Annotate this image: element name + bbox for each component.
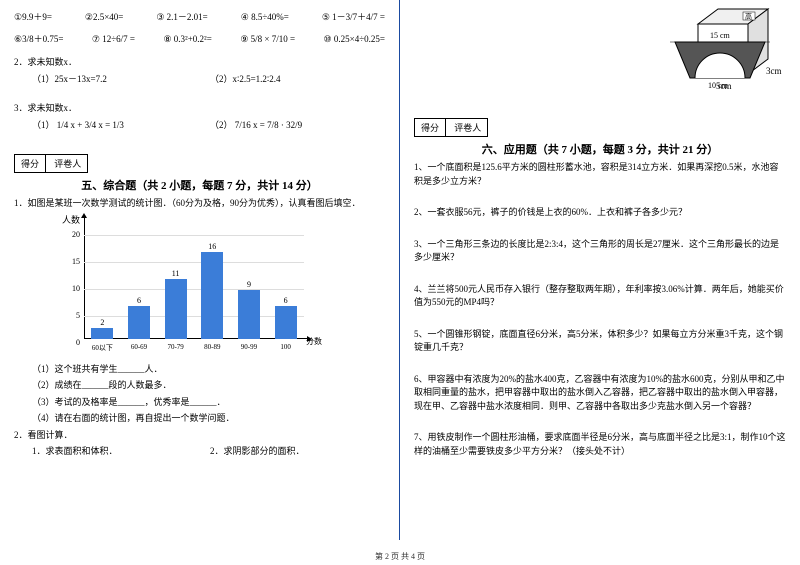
bar: 6 — [125, 296, 153, 338]
eq: ④ 8.5÷40%= — [241, 11, 289, 25]
y-tick: 20 — [64, 230, 80, 239]
p2b: 2．求阴影部分的面积． — [210, 445, 305, 459]
y-axis-label: 人数 — [62, 213, 80, 226]
question-2: 2．求未知数x． — [14, 56, 385, 70]
app-q4: 4、兰兰将500元人民币存入银行（整存整取两年期），年利率按3.06%计算．两年… — [414, 283, 786, 310]
eq: ⑧ 0.3²+0.2²= — [163, 33, 211, 47]
problem-1: 1．如图是某班一次数学测试的统计图．（60分为及格，90分为优秀），认真看图后填… — [14, 197, 385, 211]
app-q7: 7、用铁皮制作一个圆柱形油桶，要求底面半径是6分米，高与底面半径之比是3:1，制… — [414, 431, 786, 458]
bar-chart: 人数 分数 05101520 26111696 60以下60-6970-7980… — [54, 217, 314, 357]
problem-2: 2．看图计算． — [14, 429, 385, 443]
q2a: （1）25x－13x=7.2 — [32, 73, 192, 87]
section-6-title: 六、应用题（共 7 小题，每题 3 分，共计 21 分） — [414, 141, 786, 157]
x-label: 90-99 — [235, 343, 263, 353]
q2b: （2）x∶2.5=1.2∶2.4 — [210, 73, 281, 87]
q3b: （2） 7/16 x = 7/8 · 32/9 — [210, 119, 302, 133]
x-label: 100 — [272, 343, 300, 353]
svg-text:10 cm: 10 cm — [708, 81, 729, 90]
app-q2: 2、一套衣服56元，裤子的价钱是上衣的60%．上衣和裤子各多少元？ — [414, 206, 786, 220]
x-label: 70-79 — [162, 343, 190, 353]
eq: ⑤ 1－3/7＋4/7 = — [322, 11, 385, 25]
app-q6: 6、甲容器中有浓度为20%的盐水400克，乙容器中有浓度为10%的盐水600克，… — [414, 373, 786, 414]
p2a: 1．求表面积和体积． — [32, 445, 192, 459]
equation-row-2: ⑥3/8＋0.75= ⑦ 12÷6/7 = ⑧ 0.3²+0.2²= ⑨ 5/8… — [14, 33, 385, 47]
y-tick: 0 — [64, 338, 80, 347]
eq: ⑥3/8＋0.75= — [14, 33, 63, 47]
y-tick: 5 — [64, 311, 80, 320]
eq: ③ 2.1－2.01= — [156, 11, 207, 25]
score-label: 得分 — [415, 119, 446, 136]
section-5-title: 五、综合题（共 2 小题，每题 7 分，共计 14 分） — [14, 177, 385, 193]
x-label: 60以下 — [88, 343, 116, 353]
page-footer: 第 2 页 共 4 页 — [0, 551, 800, 562]
eq: ②2.5×40= — [85, 11, 123, 25]
app-q3: 3、一个三角形三条边的长度比是2:3:4，这个三角形的周长是27厘米．这个三角形… — [414, 238, 786, 265]
p1-sub-4: （4）请在右面的统计图，再自提出一个数学问题． — [32, 412, 385, 426]
bar: 16 — [198, 242, 226, 338]
right-column: 5cm 3cm 高 15 cm 10 cm 得分 评卷人 六、应用题（共 7 小… — [400, 0, 800, 540]
eq: ⑩ 0.25×4÷0.25= — [324, 33, 385, 47]
question-2-parts: （1）25x－13x=7.2 （2）x∶2.5=1.2∶2.4 — [32, 73, 385, 87]
left-column: ①9.9＋9= ②2.5×40= ③ 2.1－2.01= ④ 8.5÷40%= … — [0, 0, 400, 540]
q3a: （1） 1/4 x + 3/4 x = 1/3 — [32, 119, 192, 133]
y-tick: 10 — [64, 284, 80, 293]
eq: ①9.9＋9= — [14, 11, 52, 25]
equation-row-1: ①9.9＋9= ②2.5×40= ③ 2.1－2.01= ④ 8.5÷40%= … — [14, 11, 385, 25]
grader-label: 评卷人 — [448, 119, 487, 136]
x-label: 80-89 — [198, 343, 226, 353]
svg-text:15 cm: 15 cm — [710, 31, 731, 40]
score-box: 得分 评卷人 — [14, 154, 88, 173]
arrow-up-icon — [81, 213, 87, 218]
problem-2-parts: 1．求表面积和体积． 2．求阴影部分的面积． — [32, 445, 385, 459]
bar: 11 — [162, 269, 190, 338]
p1-sub-3: （3）考试的及格率是______，优秀率是______． — [32, 396, 385, 410]
question-3-parts: （1） 1/4 x + 3/4 x = 1/3 （2） 7/16 x = 7/8… — [32, 119, 385, 133]
p1-sub-2: （2）成绩在______段的人数最多． — [32, 379, 385, 393]
svg-text:高: 高 — [745, 12, 752, 21]
x-label: 60-69 — [125, 343, 153, 353]
score-label: 得分 — [15, 155, 46, 172]
p1-sub-1: （1）这个班共有学生______人． — [32, 363, 385, 377]
question-3: 3．求未知数x． — [14, 102, 385, 116]
bar: 9 — [235, 280, 263, 339]
bar: 6 — [272, 296, 300, 338]
eq: ⑨ 5/8 × 7/10 = — [240, 33, 295, 47]
score-box: 得分 评卷人 — [414, 118, 488, 137]
x-axis-label: 分数 — [306, 336, 322, 347]
trapezoid-figure: 15 cm 10 cm — [650, 30, 790, 90]
eq: ⑦ 12÷6/7 = — [92, 33, 135, 47]
app-q5: 5、一个圆锥形钢锭，底面直径6分米，高5分米，体积多少？如果每立方分米重3千克，… — [414, 328, 786, 355]
bar: 2 — [88, 318, 116, 339]
app-q1: 1、一个底面积是125.6平方米的圆柱形蓄水池，容积是314立方米．如果再深挖0… — [414, 161, 786, 188]
grader-label: 评卷人 — [48, 155, 87, 172]
y-tick: 15 — [64, 257, 80, 266]
